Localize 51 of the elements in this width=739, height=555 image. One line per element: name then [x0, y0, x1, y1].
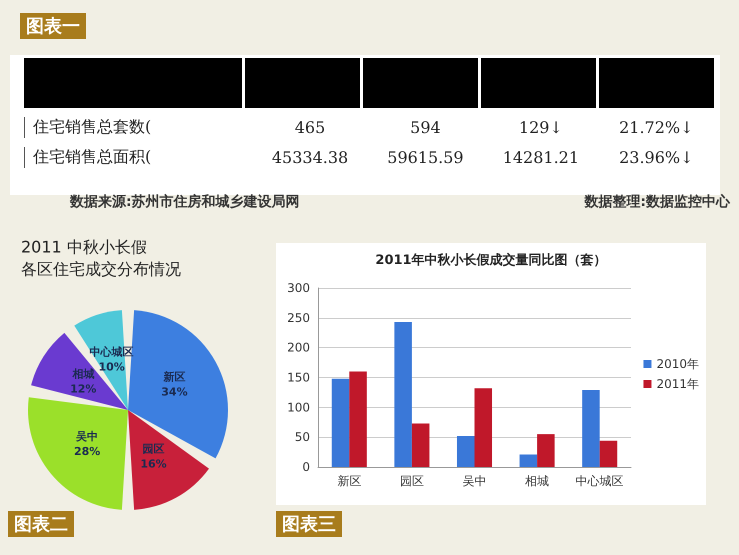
text: 594	[410, 118, 441, 136]
y-tick-label: 100	[287, 400, 310, 414]
text: 23.96%↓	[619, 148, 694, 166]
chart-title: 2011 中秋小长假	[21, 238, 147, 256]
chart-title: 2011年中秋小长假成交量同比图（套）	[375, 252, 607, 268]
slice-label: 园区	[142, 442, 165, 456]
x-tick-label: 吴中	[462, 474, 486, 488]
x-tick-label: 相城	[525, 474, 550, 488]
category-label: 住宅销售总套数(	[33, 116, 152, 136]
bar	[412, 423, 430, 467]
text: 14281.21	[502, 148, 580, 166]
data-label: 12%	[70, 382, 96, 396]
text: 图表三	[276, 511, 342, 537]
y-tick-label: 300	[287, 281, 310, 295]
legend-label: 2011年	[656, 377, 700, 391]
y-tick-label: 250	[287, 310, 310, 325]
data-label: 10%	[98, 360, 125, 374]
y-tick-label: 150	[287, 370, 310, 384]
category-label: 住宅销售总面积(	[33, 146, 152, 166]
bar	[582, 390, 600, 467]
slice-label: 新区	[162, 370, 186, 384]
text: 数据整理:数据监控中心	[584, 193, 730, 211]
legend-label: 2010年	[656, 357, 700, 371]
bar	[537, 434, 555, 467]
text: 45334.38	[272, 148, 348, 166]
slice-label: 吴中	[75, 430, 98, 443]
bar	[456, 436, 474, 467]
y-tick-label: 200	[287, 340, 310, 355]
bar	[474, 388, 492, 467]
bar	[600, 440, 618, 467]
y-tick-label: 50	[294, 430, 310, 444]
data-label: 28%	[74, 444, 100, 458]
bar	[332, 378, 350, 467]
x-tick-label: 中心城区	[576, 474, 624, 488]
text: 图表二	[8, 511, 74, 537]
data-label: 34%	[161, 385, 188, 398]
x-tick-label: 新区	[337, 474, 362, 488]
source-note: 数据来源:苏州市住房和城乡建设局网	[70, 193, 300, 211]
bar	[520, 454, 538, 467]
x-tick-label: 园区	[400, 474, 424, 488]
text: 图表一	[20, 13, 86, 39]
data-label: 16%	[140, 457, 167, 470]
text: 129↓	[518, 118, 563, 136]
y-tick-label: 0	[302, 460, 310, 474]
text: 21.72%↓	[619, 118, 694, 136]
slice-label: 相城	[71, 368, 94, 381]
text: 465	[294, 118, 326, 136]
chart-subtitle: 各区住宅成交分布情况	[21, 260, 181, 278]
bar	[349, 372, 367, 467]
text: 59615.59	[387, 148, 464, 166]
bar	[394, 322, 412, 467]
